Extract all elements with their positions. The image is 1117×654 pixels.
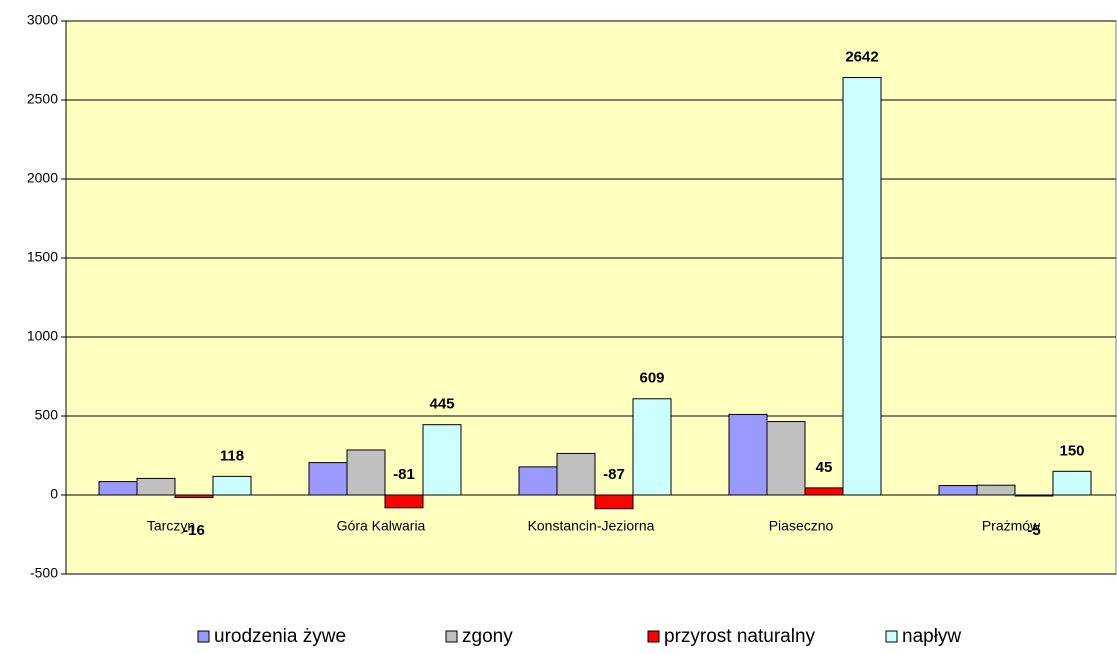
legend-label: przyrost naturalny: [664, 626, 816, 647]
legend-label: napływ: [902, 626, 961, 647]
bar: [728, 413, 768, 496]
y-tick-label: 500: [35, 407, 59, 423]
x-tick-label: Piaseczno: [769, 518, 834, 534]
legend-label: zgony: [462, 626, 513, 647]
bar: [212, 475, 252, 496]
x-tick-label: Prażmów: [982, 518, 1041, 534]
data-label: 150: [1059, 442, 1084, 459]
y-tick-label: 2500: [27, 91, 58, 107]
x-tick-label: Tarczyn: [147, 518, 195, 534]
x-tick-label: Góra Kalwaria: [337, 518, 426, 534]
bar: [804, 487, 844, 496]
y-tick-label: 1500: [27, 249, 58, 265]
y-tick-label: -500: [30, 565, 58, 581]
data-label: 45: [816, 459, 833, 476]
y-tick-label: 3000: [27, 12, 58, 28]
legend-label: urodzenia żywe: [214, 626, 346, 647]
bar: [766, 421, 806, 496]
data-label: -16: [183, 522, 205, 539]
bar: [422, 424, 462, 496]
data-label: 2642: [845, 49, 878, 66]
bar: [842, 77, 882, 496]
data-label: -87: [603, 466, 625, 483]
data-label: -81: [393, 466, 415, 483]
x-tick-label: Konstancin-Jeziorna: [528, 518, 655, 534]
legend-swatch: [647, 630, 660, 643]
legend-swatch: [445, 630, 458, 643]
bar: [346, 449, 386, 496]
data-label: 609: [639, 370, 664, 387]
bar: [384, 494, 424, 509]
bar: [632, 398, 672, 496]
y-tick-label: 0: [50, 486, 58, 502]
legend-swatch: [197, 630, 210, 643]
bar: [594, 494, 634, 510]
bar: [976, 484, 1016, 496]
data-label: 118: [220, 447, 244, 464]
bar: [556, 452, 596, 496]
data-label: 445: [429, 396, 454, 413]
bar: [518, 466, 558, 496]
bar: [1052, 470, 1092, 496]
bar: [308, 462, 348, 496]
bar: [136, 477, 176, 496]
y-tick-label: 2000: [27, 170, 58, 186]
bar: [938, 485, 978, 496]
bar: [98, 481, 138, 496]
y-tick-label: 1000: [27, 328, 58, 344]
data-label: -5: [1027, 522, 1040, 539]
legend-swatch: [885, 630, 898, 643]
